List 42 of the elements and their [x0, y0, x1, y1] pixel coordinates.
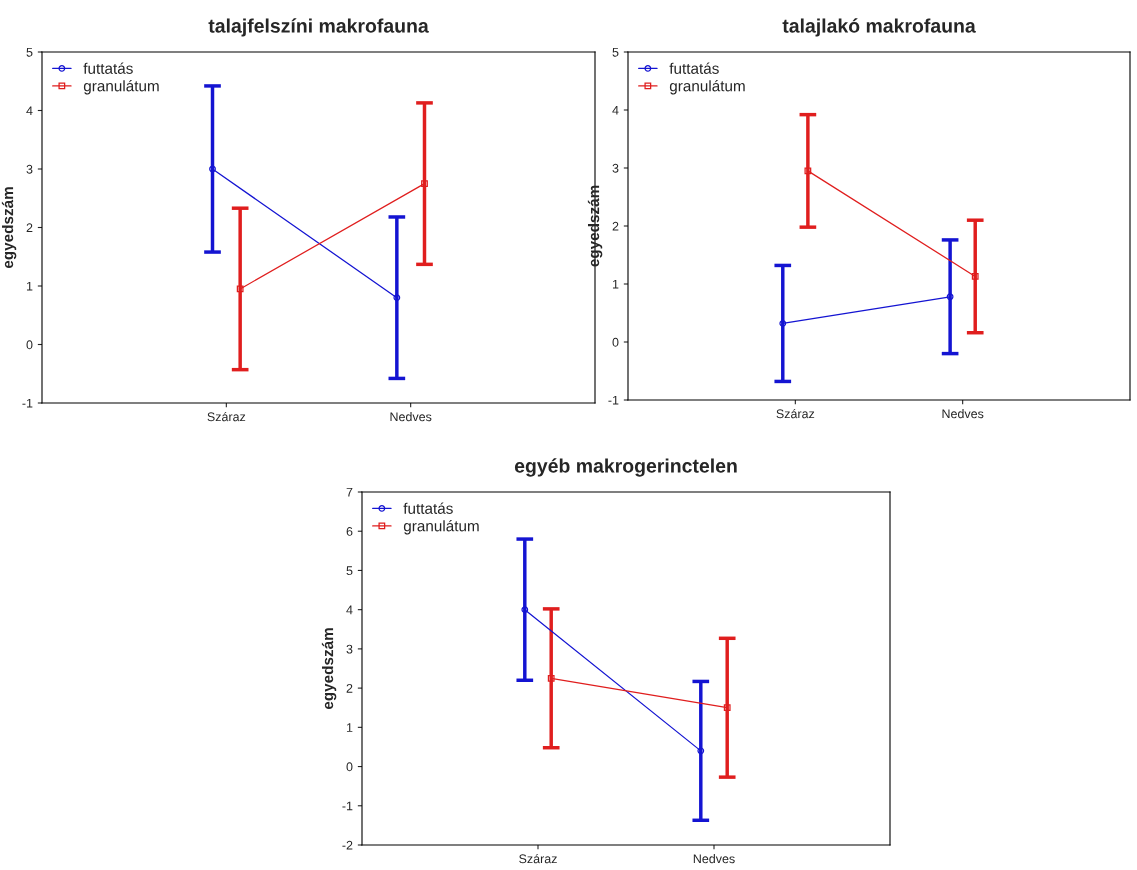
- y-tick-label: 3: [612, 163, 619, 173]
- legend-label: granulátum: [669, 79, 745, 95]
- y-tick-label: 1: [346, 723, 353, 732]
- y-tick-label: -1: [608, 395, 619, 405]
- y-tick-label: -1: [342, 801, 353, 811]
- chart-title: talajlakó makrofauna: [782, 18, 976, 37]
- legend-label: granulátum: [403, 519, 479, 535]
- x-tick-label: Száraz: [207, 411, 246, 422]
- y-tick-label: 3: [346, 644, 353, 654]
- legend-label: futtatás: [669, 62, 719, 74]
- y-tick-label: 2: [26, 223, 33, 233]
- y-tick-label: 5: [612, 47, 619, 57]
- y-tick-label: 1: [26, 281, 33, 291]
- legend-label: futtatás: [83, 62, 133, 74]
- y-tick-label: 7: [346, 487, 353, 497]
- chart-title: talajfelszíni makrofauna: [208, 18, 429, 37]
- x-tick-label: Nedves: [390, 412, 432, 422]
- y-tick-label: 4: [26, 106, 33, 116]
- y-axis-title: egyedszám: [1, 187, 17, 269]
- y-tick-label: 6: [346, 527, 353, 536]
- x-tick-label: Nedves: [942, 409, 984, 419]
- y-tick-label: 0: [26, 340, 33, 350]
- legend-label: granulátum: [83, 79, 159, 95]
- y-tick-label: -2: [342, 840, 353, 850]
- y-tick-label: 0: [346, 762, 353, 772]
- y-tick-label: 5: [26, 47, 33, 57]
- chart-title: egyéb makrogerinctelen: [514, 458, 737, 477]
- y-tick-label: 4: [346, 605, 353, 615]
- y-tick-label: 0: [612, 337, 619, 347]
- y-tick-label: 3: [26, 164, 33, 174]
- y-tick-label: 1: [612, 279, 619, 289]
- y-tick-label: 5: [346, 566, 353, 576]
- y-axis-title: egyedszám: [587, 185, 603, 267]
- legend-label: futtatás: [403, 502, 453, 514]
- y-tick-label: -1: [22, 398, 33, 408]
- y-tick-label: 2: [346, 683, 353, 693]
- x-tick-label: Nedves: [693, 854, 735, 864]
- x-tick-label: Száraz: [776, 408, 815, 419]
- y-tick-label: 2: [612, 221, 619, 231]
- y-tick-label: 4: [612, 105, 619, 115]
- y-axis-title: egyedszám: [321, 628, 337, 710]
- x-tick-label: Száraz: [519, 853, 557, 864]
